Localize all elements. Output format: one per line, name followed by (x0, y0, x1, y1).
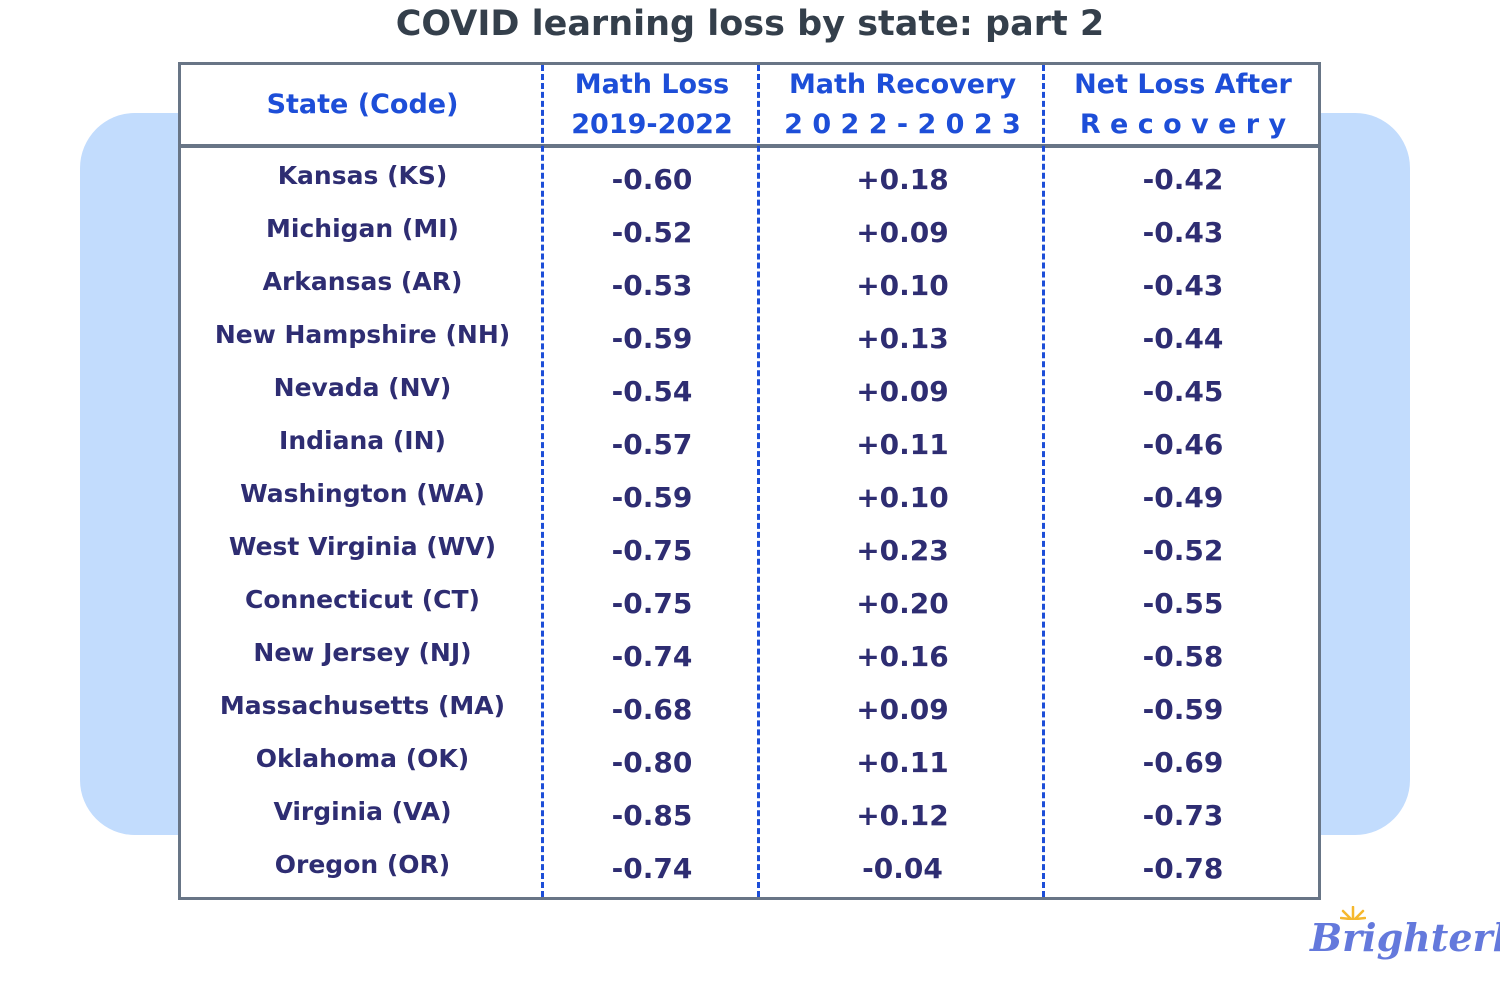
net-loss-cell: -0.44 (1142, 322, 1224, 355)
math-recovery-cell: +0.09 (856, 375, 949, 408)
table-row: West Virginia (WV) -0.75 +0.23 -0.52 (181, 524, 1318, 577)
page-title: COVID learning loss by state: part 2 (395, 4, 1105, 44)
math-loss-cell: -0.75 (611, 534, 693, 567)
math-recovery-cell: +0.18 (856, 163, 949, 196)
math-recovery-cell: +0.13 (856, 322, 949, 355)
state-cell: Arkansas (AR) (262, 267, 463, 296)
math-loss-cell: -0.74 (611, 852, 693, 885)
brighterly-logo: Brighterly (1310, 915, 1500, 960)
table-row: Virginia (VA) -0.85 +0.12 -0.73 (181, 789, 1318, 842)
state-cell: Kansas (KS) (277, 161, 448, 190)
math-loss-cell: -0.60 (611, 163, 693, 196)
sun-icon (1340, 906, 1366, 920)
math-recovery-cell: +0.23 (856, 534, 949, 567)
net-loss-cell: -0.58 (1142, 640, 1224, 673)
state-cell: Virginia (VA) (273, 797, 452, 826)
state-cell: Nevada (NV) (273, 373, 452, 402)
column-divider (1042, 65, 1045, 897)
table-row: New Hampshire (NH) -0.59 +0.13 -0.44 (181, 312, 1318, 365)
math-loss-cell: -0.52 (611, 216, 693, 249)
math-loss-cell: -0.53 (611, 269, 693, 302)
state-cell: Michigan (MI) (266, 214, 459, 243)
table-row: Indiana (IN) -0.57 +0.11 -0.46 (181, 418, 1318, 471)
math-loss-cell: -0.54 (611, 375, 693, 408)
net-loss-cell: -0.69 (1142, 746, 1224, 779)
net-loss-cell: -0.43 (1142, 216, 1224, 249)
column-header-line: Math Recovery (788, 68, 1017, 100)
column-header: Math Loss 2019-2022 (544, 65, 760, 144)
math-recovery-cell: +0.09 (856, 216, 949, 249)
state-cell: New Jersey (NJ) (253, 638, 472, 667)
net-loss-cell: -0.73 (1142, 799, 1224, 832)
table-row: Massachusetts (MA) -0.68 +0.09 -0.59 (181, 683, 1318, 736)
math-loss-cell: -0.85 (611, 799, 693, 832)
math-recovery-cell: +0.09 (856, 693, 949, 726)
table-row: Nevada (NV) -0.54 +0.09 -0.45 (181, 365, 1318, 418)
column-header-line: Math Loss (574, 68, 730, 100)
math-recovery-cell: +0.11 (856, 428, 949, 461)
table-row: Michigan (MI) -0.52 +0.09 -0.43 (181, 206, 1318, 259)
net-loss-cell: -0.42 (1142, 163, 1224, 196)
table-row: New Jersey (NJ) -0.74 +0.16 -0.58 (181, 630, 1318, 683)
table-header: State (Code) Math Loss 2019-2022 Math Recov… (181, 65, 1318, 148)
state-cell: New Hampshire (NH) (214, 320, 511, 349)
math-loss-cell: -0.68 (611, 693, 693, 726)
column-header-line: 2019-2022 (571, 108, 733, 140)
net-loss-cell: -0.49 (1142, 481, 1224, 514)
math-loss-cell: -0.75 (611, 587, 693, 620)
state-cell: Washington (WA) (240, 479, 485, 508)
state-cell: Indiana (IN) (279, 426, 446, 455)
math-recovery-cell: +0.12 (856, 799, 949, 832)
math-recovery-cell: +0.10 (856, 269, 949, 302)
math-recovery-cell: -0.04 (862, 852, 943, 885)
math-loss-cell: -0.59 (611, 481, 693, 514)
state-cell: Oklahoma (OK) (255, 744, 470, 773)
math-recovery-cell: +0.20 (856, 587, 949, 620)
math-loss-cell: -0.74 (611, 640, 693, 673)
math-loss-cell: -0.59 (611, 322, 693, 355)
net-loss-cell: -0.59 (1142, 693, 1224, 726)
column-header-line: R e c o v e r y (1079, 108, 1287, 140)
table-row: Arkansas (AR) -0.53 +0.10 -0.43 (181, 259, 1318, 312)
state-cell: Massachusetts (MA) (219, 691, 506, 720)
table-row: Oregon (OR) -0.74 -0.04 -0.78 (181, 842, 1318, 895)
column-header-line: 2 0 2 2 - 2 0 2 3 (784, 108, 1021, 140)
state-cell: West Virginia (WV) (228, 532, 497, 561)
column-header: State (Code) (181, 65, 544, 144)
state-cell: Oregon (OR) (274, 850, 451, 879)
math-recovery-cell: +0.16 (856, 640, 949, 673)
math-recovery-cell: +0.11 (856, 746, 949, 779)
table-row: Washington (WA) -0.59 +0.10 -0.49 (181, 471, 1318, 524)
state-cell: Connecticut (CT) (245, 585, 480, 614)
column-divider (541, 65, 544, 897)
net-loss-cell: -0.78 (1142, 852, 1224, 885)
table-row: Connecticut (CT) -0.75 +0.20 -0.55 (181, 577, 1318, 630)
math-loss-cell: -0.57 (611, 428, 693, 461)
column-header-line: State (Code) (266, 88, 459, 120)
math-recovery-cell: +0.10 (856, 481, 949, 514)
net-loss-cell: -0.43 (1142, 269, 1224, 302)
net-loss-cell: -0.55 (1142, 587, 1224, 620)
column-header: Net Loss After R e c o v e r y (1045, 65, 1321, 144)
net-loss-cell: -0.52 (1142, 534, 1224, 567)
column-header-line: Net Loss After (1074, 68, 1292, 100)
column-divider (757, 65, 760, 897)
math-loss-cell: -0.80 (611, 746, 693, 779)
data-table: State (Code) Math Loss 2019-2022 Math Recov… (178, 62, 1321, 900)
net-loss-cell: -0.46 (1142, 428, 1224, 461)
table-row: Kansas (KS) -0.60 +0.18 -0.42 (181, 153, 1318, 206)
column-header: Math Recovery 2 0 2 2 - 2 0 2 3 (760, 65, 1045, 144)
table-row: Oklahoma (OK) -0.80 +0.11 -0.69 (181, 736, 1318, 789)
net-loss-cell: -0.45 (1142, 375, 1224, 408)
